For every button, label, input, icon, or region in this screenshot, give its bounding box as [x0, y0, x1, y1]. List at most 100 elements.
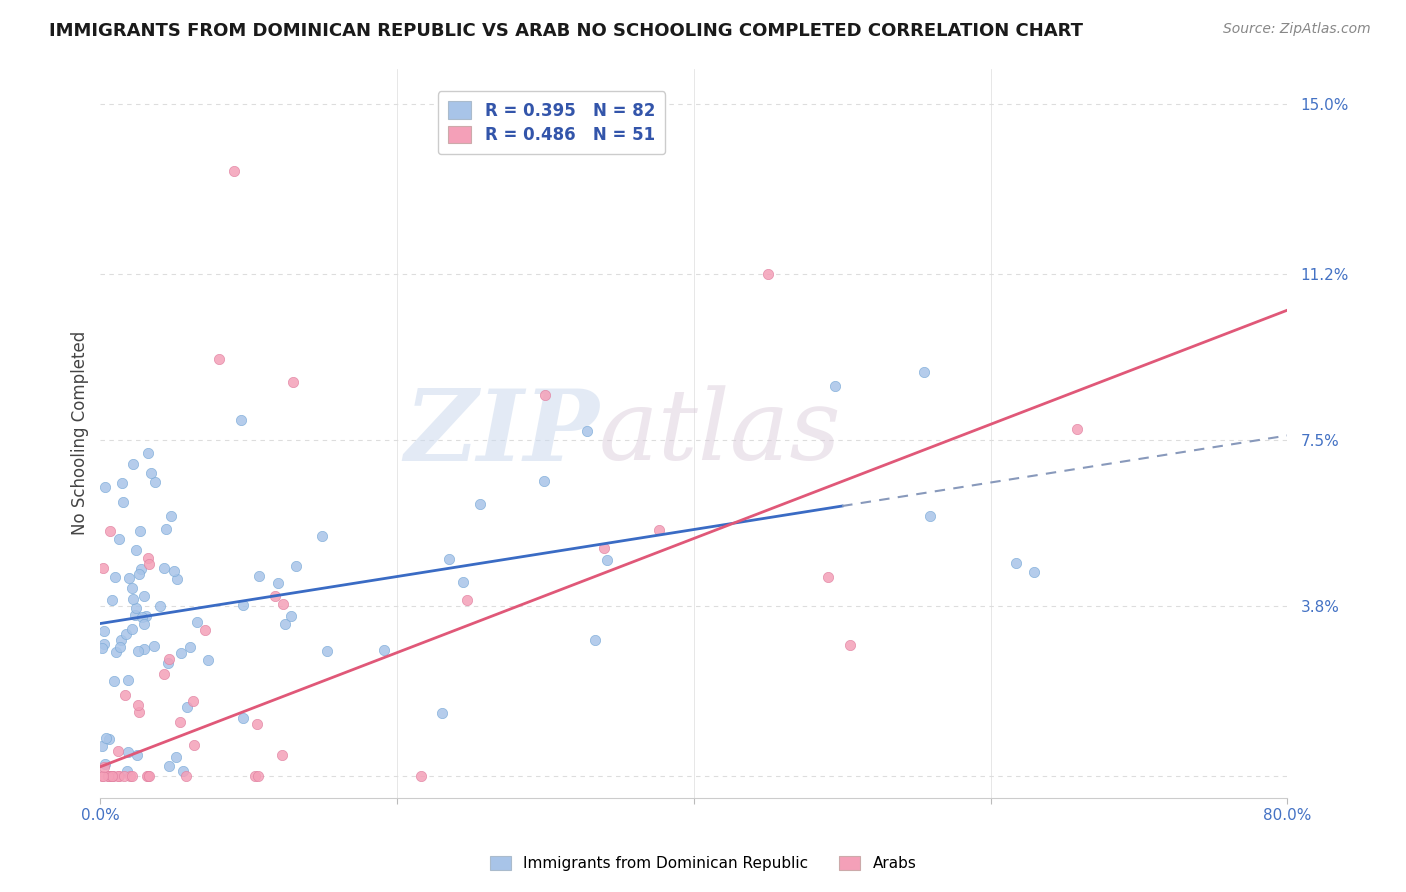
Point [274, 617, 297, 632]
Point [596, 553, 619, 567]
Point [98, 769, 121, 783]
Point [1004, 556, 1026, 570]
Point [169, 715, 191, 730]
Point [134, 617, 156, 632]
Point [127, 698, 149, 713]
Point [534, 388, 557, 402]
Point [592, 541, 614, 556]
Point [1022, 565, 1045, 579]
Point [112, 769, 135, 783]
Point [153, 667, 176, 681]
Point [456, 592, 478, 607]
Point [143, 475, 166, 489]
Point [283, 375, 305, 389]
Point [194, 624, 217, 638]
Point [90, 739, 112, 754]
Point [127, 644, 149, 658]
Point [179, 640, 201, 654]
Point [172, 764, 194, 779]
Point [131, 561, 153, 575]
Point [90, 641, 112, 656]
Point [129, 524, 152, 538]
Point [131, 610, 153, 624]
Point [280, 609, 302, 624]
Point [271, 597, 294, 611]
Point [186, 615, 208, 629]
Point [98, 769, 121, 783]
Point [97, 732, 120, 747]
Point [271, 748, 294, 763]
Point [121, 581, 143, 595]
Point [114, 688, 136, 702]
Point [817, 570, 839, 584]
Point [470, 497, 492, 511]
Point [135, 609, 157, 624]
Point [533, 474, 555, 488]
Point [197, 653, 219, 667]
Point [243, 769, 266, 783]
Point [264, 590, 287, 604]
Point [110, 632, 132, 647]
Point [160, 509, 183, 524]
Point [108, 769, 131, 783]
Point [138, 769, 160, 783]
Point [117, 764, 139, 779]
Point [229, 413, 252, 427]
Point [136, 550, 159, 565]
Point [93, 760, 115, 774]
Point [108, 532, 131, 546]
Point [93, 624, 115, 638]
Point [104, 645, 127, 659]
Legend: R = 0.395   N = 82, R = 0.486   N = 51: R = 0.395 N = 82, R = 0.486 N = 51 [437, 92, 665, 154]
Point [157, 652, 180, 666]
Point [648, 523, 671, 537]
Point [311, 529, 333, 543]
Point [101, 593, 124, 607]
Point [122, 592, 145, 607]
Point [153, 560, 176, 574]
Point [824, 379, 846, 393]
Point [174, 769, 197, 783]
Point [122, 458, 145, 472]
Y-axis label: No Schooling Completed: No Schooling Completed [72, 331, 89, 535]
Point [118, 769, 141, 783]
Point [125, 543, 148, 558]
Point [232, 598, 254, 612]
Point [149, 599, 172, 613]
Point [247, 569, 270, 583]
Point [583, 633, 606, 648]
Point [246, 717, 269, 731]
Point [94, 479, 117, 493]
Point [285, 558, 308, 573]
Point [108, 640, 131, 654]
Point [91, 769, 114, 783]
Point [107, 769, 129, 783]
Point [315, 644, 337, 658]
Point [142, 639, 165, 653]
Point [94, 731, 117, 746]
Point [166, 572, 188, 586]
Point [409, 769, 432, 783]
Point [1066, 422, 1088, 436]
Point [93, 560, 115, 574]
Point [183, 738, 205, 752]
Point [121, 622, 143, 636]
Point [839, 638, 862, 652]
Point [138, 557, 160, 571]
Point [155, 522, 177, 536]
Point [373, 643, 395, 657]
Text: Source: ZipAtlas.com: Source: ZipAtlas.com [1223, 22, 1371, 37]
Point [176, 699, 198, 714]
Point [439, 552, 461, 566]
Point [136, 769, 159, 783]
Point [181, 694, 204, 708]
Point [208, 352, 231, 367]
Point [121, 769, 143, 783]
Point [93, 637, 115, 651]
Point [134, 589, 156, 603]
Point [169, 646, 191, 660]
Point [134, 642, 156, 657]
Point [222, 164, 245, 178]
Point [125, 748, 148, 763]
Point [128, 706, 150, 720]
